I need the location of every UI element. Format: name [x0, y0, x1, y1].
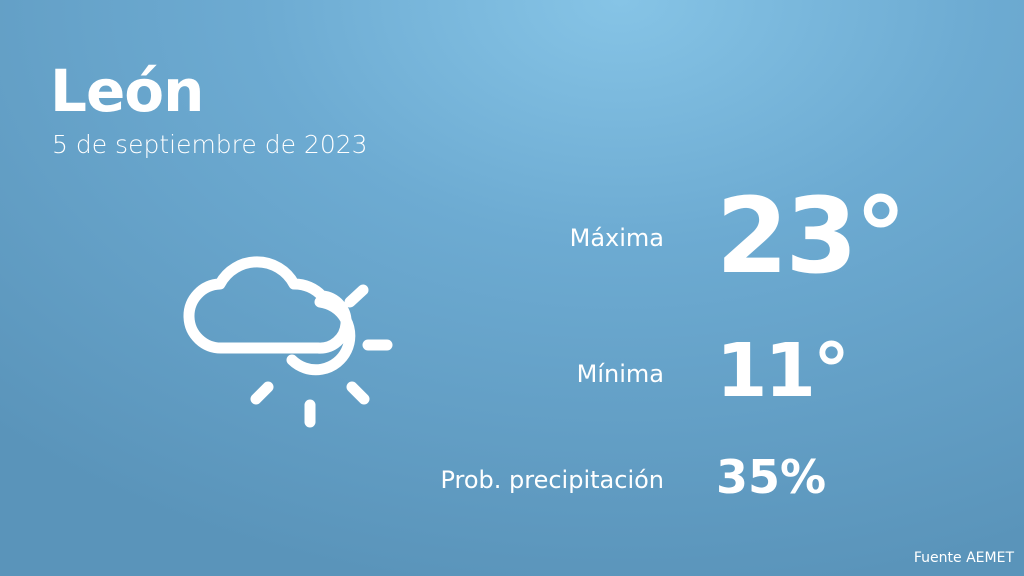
- max-temp-value: 23°: [716, 175, 907, 297]
- max-temp-label: Máxima: [569, 224, 664, 252]
- precip-value: 35%: [716, 450, 827, 504]
- forecast-date: 5 de septiembre de 2023: [52, 130, 368, 159]
- precip-label: Prob. precipitación: [440, 466, 664, 494]
- source-credit: Fuente AEMET: [913, 550, 1014, 566]
- min-temp-value: 11°: [716, 328, 850, 414]
- city-name: León: [50, 57, 204, 125]
- min-temp-label: Mínima: [576, 360, 664, 388]
